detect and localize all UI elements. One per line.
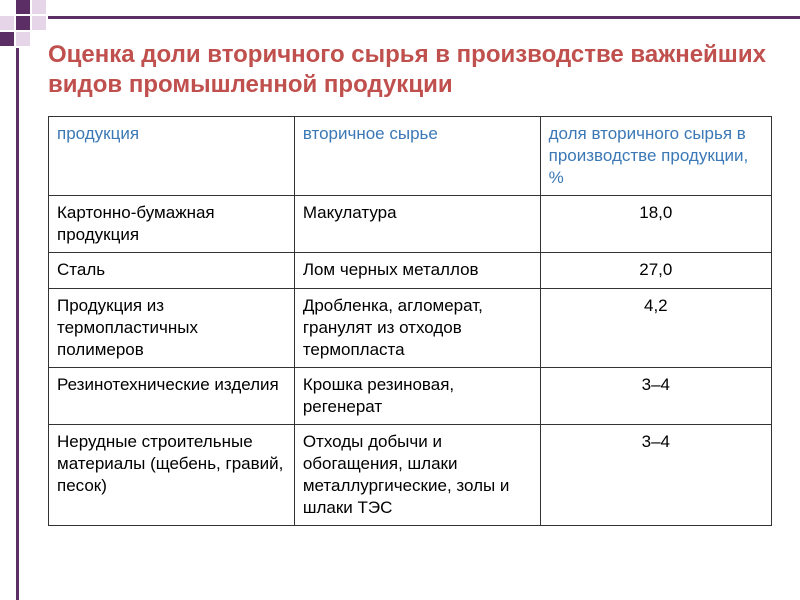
divider-top: [48, 16, 800, 19]
table-row: Нерудные строительные материалы (щебень,…: [49, 425, 772, 526]
data-table: продукция вторичное сырье доля вторичног…: [48, 116, 772, 526]
cell-share: 18,0: [540, 196, 771, 253]
table-header-row: продукция вторичное сырье доля вторичног…: [49, 117, 772, 196]
cell-share: 27,0: [540, 253, 771, 288]
cell-raw: Макулатура: [294, 196, 540, 253]
cell-raw: Крошка резиновая, регенерат: [294, 367, 540, 424]
cell-product: Картонно-бумажная продукция: [49, 196, 295, 253]
table-row: Сталь Лом черных металлов 27,0: [49, 253, 772, 288]
page-title: Оценка доли вторичного сырья в производс…: [48, 40, 772, 100]
deco-square: [32, 16, 46, 30]
cell-share: 4,2: [540, 288, 771, 367]
deco-square: [0, 32, 14, 46]
cell-product: Нерудные строительные материалы (щебень,…: [49, 425, 295, 526]
cell-share: 3–4: [540, 367, 771, 424]
cell-share: 3–4: [540, 425, 771, 526]
deco-square: [0, 16, 14, 30]
content-area: Оценка доли вторичного сырья в производс…: [48, 40, 772, 526]
cell-product: Продукция из термопластичных полимеров: [49, 288, 295, 367]
col-header-product: продукция: [49, 117, 295, 196]
deco-square: [32, 0, 46, 14]
divider-left: [16, 48, 19, 600]
col-header-share: доля вторичного сырья в производстве про…: [540, 117, 771, 196]
deco-square: [16, 16, 30, 30]
table-row: Картонно-бумажная продукция Макулатура 1…: [49, 196, 772, 253]
col-header-raw: вторичное сырье: [294, 117, 540, 196]
cell-raw: Лом черных металлов: [294, 253, 540, 288]
cell-raw: Дробленка, агломерат, гранулят из отходо…: [294, 288, 540, 367]
slide: Оценка доли вторичного сырья в производс…: [0, 0, 800, 600]
cell-raw: Отходы добычи и обогащения, шлаки металл…: [294, 425, 540, 526]
cell-product: Резинотехнические изделия: [49, 367, 295, 424]
table-row: Продукция из термопластичных полимеров Д…: [49, 288, 772, 367]
deco-square: [16, 0, 30, 14]
cell-product: Сталь: [49, 253, 295, 288]
deco-square: [16, 32, 30, 46]
table-row: Резинотехнические изделия Крошка резинов…: [49, 367, 772, 424]
